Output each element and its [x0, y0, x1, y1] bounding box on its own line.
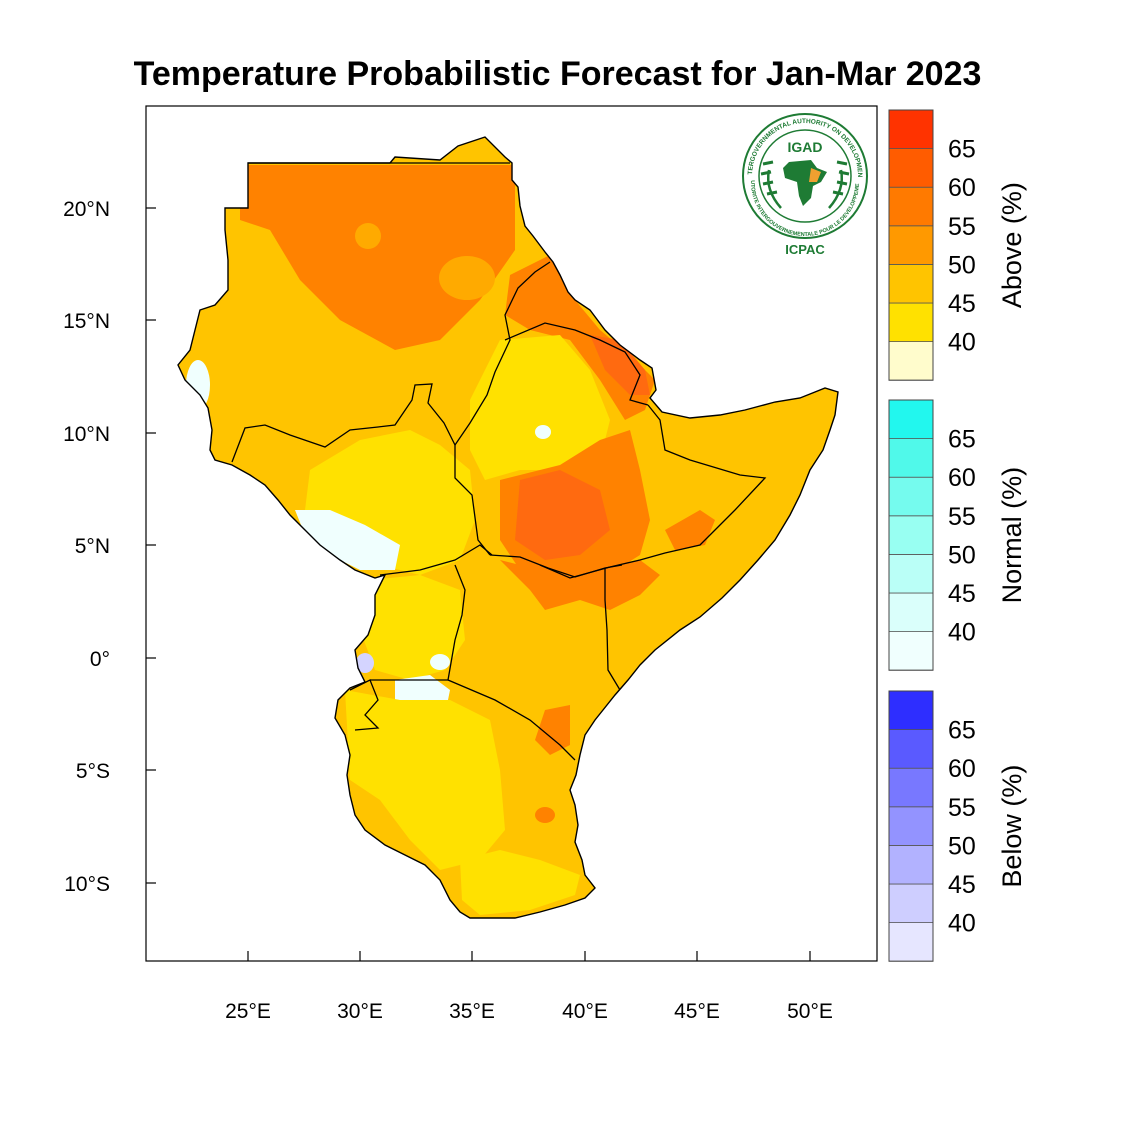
- zone-above-55-ogaden: [665, 510, 715, 550]
- lon-tick-label: 35°E: [449, 1000, 495, 1023]
- normal-colorbar-label: 65: [948, 426, 976, 454]
- border-sudan-southsudan: [231, 261, 551, 463]
- above-colorbar-label: 45: [948, 290, 976, 318]
- below-colorbar-segment: [888, 806, 934, 846]
- normal-colorbar-segment: [888, 631, 934, 671]
- below-colorbar-segment: [888, 922, 934, 962]
- above-colorbar-label: 65: [948, 136, 976, 164]
- below-colorbar-label: 45: [948, 871, 976, 899]
- border-kenya-tanzania: [447, 679, 576, 761]
- below-colorbar-label: 50: [948, 832, 976, 860]
- coastline: [177, 136, 839, 919]
- below-colorbar-segment: [888, 729, 934, 769]
- normal-colorbar-segment: [888, 515, 934, 555]
- below-colorbar-label: 40: [948, 910, 976, 938]
- zone-above-40-tanzania-south: [460, 850, 580, 915]
- zone-above-40-ethiopia: [470, 335, 610, 480]
- lon-tick-label: 45°E: [674, 1000, 720, 1023]
- below-colorbar-segment: [888, 845, 934, 885]
- colorbar-normal: 40 45 50 55 60 65 Normal (%): [888, 399, 1027, 671]
- below-colorbar-segment: [888, 690, 934, 730]
- zone-above-50-spot: [439, 256, 495, 300]
- above-colorbar-title: Above (%): [997, 182, 1027, 308]
- zone-above-40-uganda: [360, 575, 465, 680]
- normal-colorbar-label: 60: [948, 464, 976, 492]
- normal-colorbar-title: Normal (%): [997, 467, 1027, 604]
- zone-normal-40-south-sudan: [295, 510, 400, 570]
- logo-acronym: IGAD: [788, 139, 823, 155]
- lat-tick-label: 10°S: [64, 873, 110, 896]
- zone-above-55-spot: [535, 807, 555, 823]
- colorbar-above: 40 45 50 55 60 65 Above (%): [888, 109, 1027, 381]
- below-colorbar-title: Below (%): [997, 765, 1027, 888]
- below-colorbar-label: 65: [948, 717, 976, 745]
- zone-above-50-spot: [355, 223, 381, 249]
- above-colorbar-segment: [888, 148, 934, 188]
- border-rwanda-burundi: [349, 679, 380, 731]
- normal-colorbar-label: 45: [948, 580, 976, 608]
- above-colorbar-segment: [888, 302, 934, 342]
- lon-tick-label: 40°E: [562, 1000, 608, 1023]
- border-kenya-ethiopia: [489, 554, 623, 578]
- colorbar-below: 40 45 50 55 60 65 Below (%): [888, 690, 1027, 962]
- below-colorbar-label: 60: [948, 755, 976, 783]
- above-colorbar-segment: [888, 109, 934, 149]
- logo-caption: ICPAC: [785, 242, 825, 257]
- below-colorbar-label: 55: [948, 794, 976, 822]
- zone-normal-40-spot: [535, 425, 551, 439]
- forecast-zones: [185, 165, 715, 915]
- above-colorbar-label: 55: [948, 213, 976, 241]
- zone-above-55-north: [240, 165, 515, 350]
- lon-tick-label: 25°E: [225, 1000, 271, 1023]
- latitude-axis: 20°N 15°N 10°N 5°N 0° 5°S 10°S: [63, 198, 156, 896]
- zone-below-40-spot: [356, 653, 374, 673]
- above-colorbar-label: 50: [948, 251, 976, 279]
- normal-colorbar-segment: [888, 438, 934, 478]
- below-colorbar-segment: [888, 883, 934, 923]
- chart-title: Temperature Probabilistic Forecast for J…: [133, 55, 982, 93]
- border-southsudan-ethiopia: [454, 445, 491, 556]
- lat-tick-label: 10°N: [63, 423, 110, 446]
- lon-tick-label: 30°E: [337, 1000, 383, 1023]
- zone-above-55-coast: [535, 705, 570, 755]
- zone-above-60-ethiopia-core: [515, 470, 610, 560]
- country-borders: [231, 162, 767, 761]
- above-colorbar-segment: [888, 341, 934, 381]
- zone-above-40-tanzania: [345, 690, 505, 870]
- lat-tick-label: 5°S: [76, 760, 110, 783]
- normal-colorbar-segment: [888, 399, 934, 439]
- normal-colorbar-segment: [888, 554, 934, 594]
- zone-above-60-eritrea-coast: [590, 335, 650, 395]
- normal-colorbar-segment: [888, 592, 934, 632]
- forecast-map: [177, 136, 839, 919]
- above-colorbar-segment: [888, 186, 934, 227]
- normal-colorbar-label: 50: [948, 541, 976, 569]
- below-colorbar-frame: [888, 690, 934, 962]
- above-colorbar-frame: [888, 109, 934, 381]
- lat-tick-label: 5°N: [75, 535, 110, 558]
- zone-normal-40-spot: [430, 654, 450, 670]
- above-colorbar-segment: [888, 225, 934, 265]
- lon-tick-label: 50°E: [787, 1000, 833, 1023]
- normal-colorbar-label: 40: [948, 619, 976, 647]
- border-kenya-somalia: [604, 568, 621, 691]
- border-south-sudan-uganda: [379, 544, 493, 576]
- lat-tick-label: 15°N: [63, 310, 110, 333]
- normal-colorbar-frame: [888, 399, 934, 671]
- zone-above-55-kenya-north: [500, 560, 660, 610]
- longitude-axis: 25°E 30°E 35°E 40°E 45°E 50°E: [225, 951, 833, 1023]
- border-uganda-kenya: [447, 564, 466, 681]
- above-colorbar-label: 60: [948, 174, 976, 202]
- above-colorbar-label: 40: [948, 329, 976, 357]
- normal-colorbar-label: 55: [948, 503, 976, 531]
- lat-tick-label: 0°: [90, 648, 110, 671]
- normal-colorbar-segment: [888, 476, 934, 517]
- below-colorbar-segment: [888, 767, 934, 808]
- border-eritrea-ethiopia: [504, 322, 649, 406]
- lat-tick-label: 20°N: [63, 198, 110, 221]
- above-colorbar-segment: [888, 263, 934, 304]
